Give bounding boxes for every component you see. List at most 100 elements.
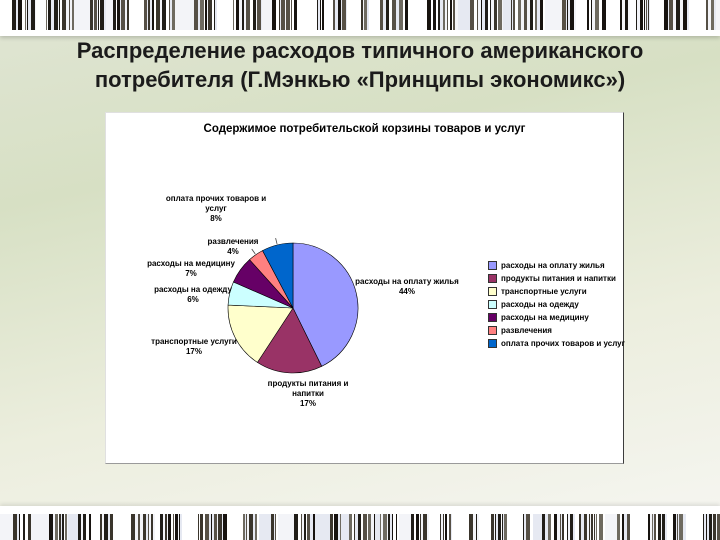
barcode-bar bbox=[440, 514, 441, 540]
barcode-bar bbox=[242, 0, 244, 30]
barcode-bar bbox=[368, 514, 371, 540]
barcode-bar bbox=[627, 514, 630, 540]
barcode-bar bbox=[262, 0, 272, 30]
legend-swatch bbox=[488, 261, 497, 270]
barcode-bar bbox=[116, 514, 131, 540]
barcode-bar bbox=[573, 514, 575, 540]
barcode-bar bbox=[223, 514, 227, 540]
barcode-bar bbox=[281, 0, 285, 30]
barcode-bar bbox=[363, 514, 367, 540]
barcode-bar bbox=[403, 0, 405, 30]
barcode-bar bbox=[496, 514, 498, 540]
barcode-bar bbox=[70, 0, 72, 30]
barcode-bar bbox=[162, 0, 166, 30]
barcode-bar bbox=[99, 0, 100, 30]
legend-item-2: транспортные услуги bbox=[488, 285, 620, 298]
barcode-bar bbox=[485, 0, 488, 30]
pie-label-text: расходы на одежду bbox=[154, 285, 232, 294]
barcode-bar bbox=[589, 0, 591, 30]
barcode-bar bbox=[680, 0, 683, 30]
barcode-bar bbox=[346, 0, 347, 30]
barcode-bar bbox=[530, 0, 533, 30]
legend-label: расходы на медицину bbox=[501, 313, 589, 322]
barcode-bar bbox=[243, 514, 245, 540]
barcode-bar bbox=[654, 514, 656, 540]
barcode-bar bbox=[245, 514, 246, 540]
barcode-bar bbox=[246, 0, 250, 30]
barcode-bar bbox=[389, 0, 392, 30]
barcode-bar bbox=[211, 514, 212, 540]
barcode-bar bbox=[606, 0, 608, 30]
barcode-bar bbox=[279, 0, 280, 30]
barcode-bar bbox=[503, 0, 511, 30]
barcode-bar bbox=[146, 514, 148, 540]
legend-item-6: оплата прочих товаров и услуг bbox=[488, 337, 625, 350]
barcode-bar bbox=[678, 514, 679, 540]
legend-swatch bbox=[488, 287, 497, 296]
barcode-bar bbox=[676, 0, 680, 30]
barcode-bar bbox=[169, 0, 170, 30]
barcode-bar bbox=[474, 0, 477, 30]
barcode-bar bbox=[683, 0, 687, 30]
barcode-bar bbox=[677, 514, 678, 540]
barcode-bar bbox=[278, 514, 294, 540]
legend-swatch bbox=[488, 300, 497, 309]
barcode-bar bbox=[414, 514, 416, 540]
barcode-bar bbox=[132, 0, 144, 30]
barcode-bar bbox=[58, 0, 59, 30]
barcode-bar bbox=[97, 0, 98, 30]
barcode-bar bbox=[423, 514, 427, 540]
barcode-bar bbox=[375, 514, 376, 540]
barcode-bar bbox=[28, 514, 31, 540]
barcode-bar bbox=[12, 0, 16, 30]
barcode-bar bbox=[217, 514, 218, 540]
barcode-bar bbox=[53, 514, 55, 540]
barcode-bar bbox=[703, 514, 704, 540]
barcode-bar bbox=[165, 514, 167, 540]
barcode-bar bbox=[257, 0, 261, 30]
legend-swatch bbox=[488, 326, 497, 335]
barcode-bar bbox=[637, 0, 640, 30]
legend-item-3: расходы на одежду bbox=[488, 298, 620, 311]
barcode-bar bbox=[276, 514, 278, 540]
barcode-bar bbox=[31, 0, 35, 30]
barcode-bar bbox=[551, 514, 554, 540]
barcode-bar bbox=[198, 0, 200, 30]
barcode-bar bbox=[333, 514, 334, 540]
barcode-bar bbox=[215, 0, 217, 30]
barcode-bar bbox=[48, 0, 51, 30]
barcode-bar bbox=[477, 0, 478, 30]
barcode-bar bbox=[313, 514, 315, 540]
barcode-bar bbox=[593, 514, 594, 540]
barcode-bar bbox=[198, 514, 199, 540]
barcode-bar bbox=[687, 0, 689, 30]
barcode-bar bbox=[227, 514, 230, 540]
barcode-bar bbox=[168, 514, 171, 540]
barcode-bar bbox=[125, 0, 127, 30]
barcode-bar bbox=[116, 0, 117, 30]
barcode-bar bbox=[397, 514, 399, 540]
barcode-bar bbox=[645, 0, 646, 30]
barcode-bar bbox=[178, 514, 179, 540]
pie-label-transport: транспортные услуги 17% bbox=[138, 337, 250, 357]
barcode-bar bbox=[208, 0, 212, 30]
barcode-bar bbox=[570, 0, 574, 30]
barcode-bar bbox=[533, 514, 542, 540]
legend-swatch bbox=[488, 339, 497, 348]
barcode-bar bbox=[396, 0, 399, 30]
barcode-bar bbox=[69, 0, 70, 30]
barcode-bar bbox=[568, 514, 570, 540]
barcode-bar bbox=[589, 514, 590, 540]
barcode-bar bbox=[113, 514, 116, 540]
barcode-bar bbox=[200, 514, 203, 540]
barcode-bar bbox=[570, 514, 573, 540]
pie-label-recreation: развлечения 4% bbox=[192, 237, 274, 257]
barcode-bar bbox=[160, 0, 162, 30]
barcode-bar bbox=[451, 514, 452, 540]
barcode-bar bbox=[113, 0, 116, 30]
legend-swatch bbox=[488, 313, 497, 322]
barcode-bar bbox=[410, 0, 427, 30]
barcode-bar bbox=[144, 0, 147, 30]
barcode-bar bbox=[599, 514, 603, 540]
barcode-bar bbox=[479, 514, 491, 540]
